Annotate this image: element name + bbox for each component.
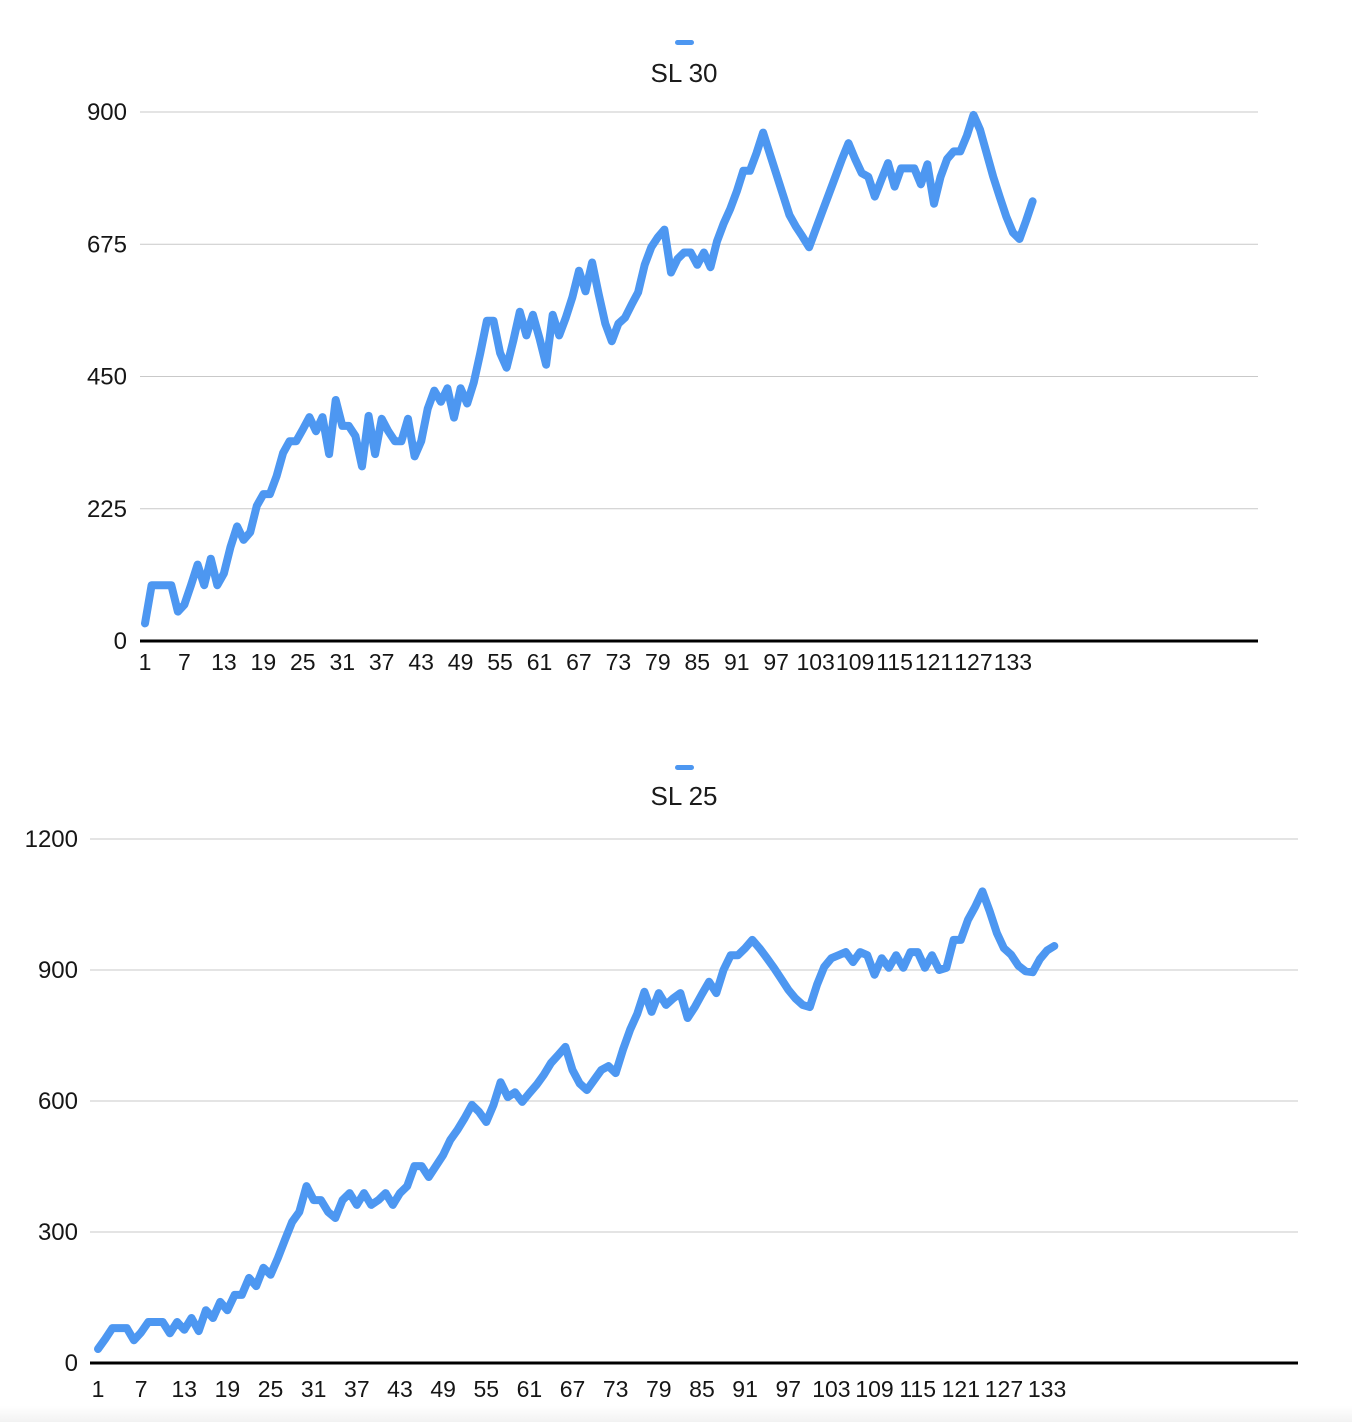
x-tick-label: 55 (473, 1376, 499, 1402)
x-tick-label: 7 (135, 1376, 148, 1402)
x-tick-label: 25 (290, 649, 316, 675)
sl30-plot[interactable]: 0 225 450 675 900 1 7 13 19 25 31 37 43 49 55 61 67 73 79 8… (0, 0, 1352, 700)
x-tick-label: 127 (985, 1376, 1023, 1402)
x-tick-label: 121 (915, 649, 953, 675)
x-tick-label: 13 (211, 649, 237, 675)
x-tick-label: 79 (645, 649, 671, 675)
bottom-shadow (0, 1406, 1352, 1422)
x-tick-label: 31 (301, 1376, 327, 1402)
x-tick-label: 1 (92, 1376, 105, 1402)
x-tick-label: 109 (836, 649, 874, 675)
x-tick-label: 97 (775, 1376, 801, 1402)
y-tick-label: 0 (65, 1350, 78, 1377)
x-tick-label: 49 (430, 1376, 456, 1402)
y-tick-label: 1200 (25, 826, 78, 853)
x-tick-label: 55 (487, 649, 513, 675)
x-tick-label: 91 (732, 1376, 758, 1402)
y-tick-label: 675 (87, 231, 127, 258)
x-tick-label: 61 (517, 1376, 543, 1402)
x-tick-label: 85 (689, 1376, 715, 1402)
y-tick-label: 0 (114, 628, 127, 655)
x-tick-label: 73 (603, 1376, 629, 1402)
y-tick-label: 300 (38, 1219, 78, 1246)
x-tick-label: 109 (855, 1376, 893, 1402)
y-tick-label: 900 (38, 957, 78, 984)
x-tick-label: 115 (899, 1376, 936, 1402)
x-tick-label: 73 (606, 649, 632, 675)
sl25-plot[interactable]: 0 300 600 900 1200 1 7 13 19 25 31 37 43 49 55 61 67 73 79… (0, 700, 1352, 1422)
x-tick-label: 67 (560, 1376, 586, 1402)
chart-sl25: SL 25 0 300 600 900 1200 1 7 13 19 25 31 37 43 49 55 61… (0, 700, 1352, 1422)
x-tick-label: 31 (329, 649, 355, 675)
x-tick-label: 85 (685, 649, 711, 675)
chart-sl30: SL 30 0 225 450 675 900 1 7 13 19 25 31 37 43 49 55 61 6… (0, 0, 1352, 700)
y-tick-label: 450 (87, 364, 127, 391)
x-tick-label: 133 (1028, 1376, 1066, 1402)
x-tick-label: 19 (251, 649, 277, 675)
x-tick-label: 61 (527, 649, 553, 675)
x-tick-label: 25 (258, 1376, 284, 1402)
y-tick-label: 600 (38, 1088, 78, 1115)
series-line (94, 887, 1059, 1353)
y-tick-label: 900 (87, 99, 127, 126)
series-line (141, 110, 1037, 628)
chart-title-sl25: SL 25 (650, 781, 718, 811)
x-tick-label: 49 (448, 649, 474, 675)
x-tick-label: 127 (954, 649, 992, 675)
x-tick-label: 43 (408, 649, 434, 675)
x-tick-label: 19 (215, 1376, 241, 1402)
x-tick-label: 37 (369, 649, 395, 675)
x-tick-label: 7 (178, 649, 191, 675)
x-tick-label: 79 (646, 1376, 672, 1402)
x-tick-label: 91 (724, 649, 750, 675)
legend-dash-icon (675, 765, 694, 770)
x-tick-label: 103 (812, 1376, 850, 1402)
chart-title-sl30: SL 30 (650, 58, 718, 88)
x-tick-label: 133 (994, 649, 1032, 675)
x-tick-label: 97 (763, 649, 789, 675)
x-tick-label: 67 (566, 649, 592, 675)
x-tick-label: 103 (796, 649, 834, 675)
x-tick-label: 1 (139, 649, 152, 675)
x-tick-label: 115 (876, 649, 913, 675)
x-tick-label: 37 (344, 1376, 370, 1402)
x-tick-label: 121 (942, 1376, 980, 1402)
legend-dash-icon (675, 40, 694, 45)
x-tick-label: 43 (387, 1376, 413, 1402)
x-tick-label: 13 (171, 1376, 197, 1402)
y-tick-label: 225 (87, 496, 127, 523)
